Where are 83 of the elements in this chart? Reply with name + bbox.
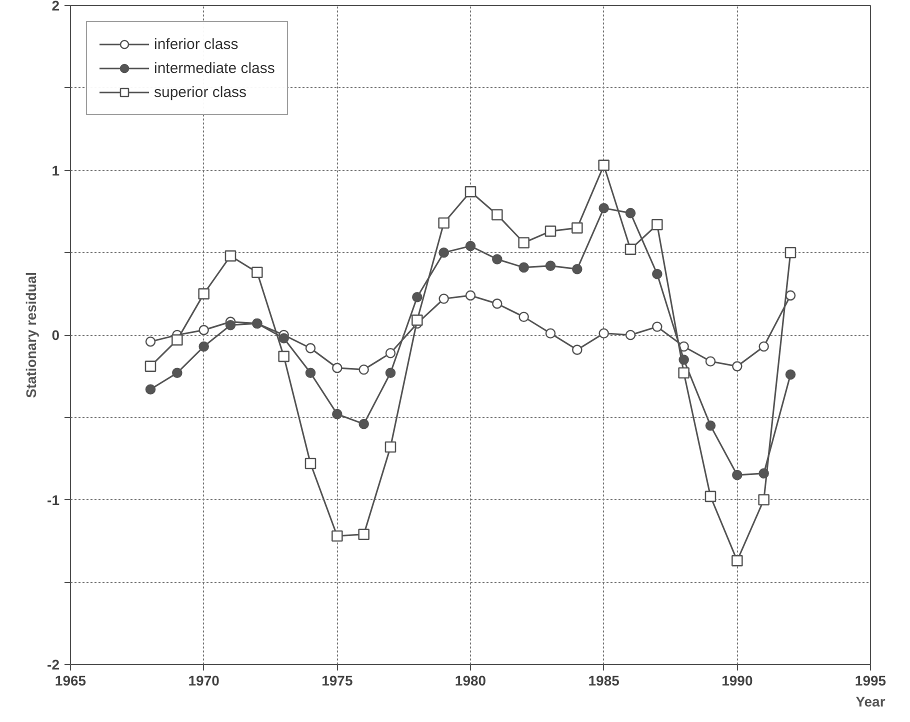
point <box>732 470 742 480</box>
point <box>332 530 343 542</box>
point <box>544 226 556 237</box>
point <box>198 341 209 352</box>
x-tick-label: 1975 <box>322 672 353 688</box>
y-tick-label: 2 <box>52 0 60 14</box>
point <box>625 208 636 218</box>
point <box>492 298 502 309</box>
y-tick-label: 0 <box>52 327 60 343</box>
point <box>652 322 662 332</box>
point <box>438 217 450 229</box>
point <box>732 555 743 566</box>
point <box>598 160 610 171</box>
point <box>545 260 556 271</box>
point <box>438 247 449 258</box>
legend-label: superior class <box>154 84 247 100</box>
point <box>252 266 263 278</box>
x-tick-label: 1995 <box>854 672 886 688</box>
point <box>198 288 210 300</box>
point <box>332 408 342 420</box>
point <box>384 441 396 453</box>
point <box>385 368 396 378</box>
point <box>652 218 663 230</box>
point <box>784 246 796 258</box>
point <box>705 356 716 366</box>
x-tick-label: 1980 <box>454 672 486 688</box>
point <box>412 314 423 326</box>
point <box>785 290 796 301</box>
legend-label: intermediate class <box>154 60 275 76</box>
point <box>518 262 529 273</box>
x-tick-label: 1985 <box>588 672 620 688</box>
point <box>304 458 316 470</box>
point <box>172 334 183 346</box>
point <box>332 362 342 374</box>
point <box>172 368 182 378</box>
point <box>758 341 769 352</box>
point <box>144 360 156 372</box>
y-tick-label: -1 <box>47 492 60 508</box>
point <box>198 324 209 336</box>
legend-label: inferior class <box>154 36 238 52</box>
y-tick-label: 1 <box>52 162 60 178</box>
point <box>572 264 582 274</box>
point <box>492 254 502 264</box>
x-tick-label: 1965 <box>54 672 86 688</box>
point <box>598 328 609 338</box>
y-axis-title: Stationary residual <box>23 272 40 398</box>
point <box>572 344 582 355</box>
point <box>785 369 796 380</box>
point <box>465 290 476 301</box>
point <box>358 364 369 375</box>
point <box>545 328 556 338</box>
point <box>652 268 662 280</box>
point <box>145 384 156 395</box>
point <box>385 348 396 358</box>
x-tick-label: 1970 <box>188 672 220 688</box>
y-tick-label: -2 <box>47 656 60 672</box>
point <box>305 368 316 378</box>
point <box>224 250 236 262</box>
point <box>412 292 422 302</box>
point <box>625 330 636 340</box>
point <box>145 336 156 347</box>
point <box>598 203 609 214</box>
point <box>704 490 716 502</box>
point <box>358 528 370 540</box>
point <box>225 320 236 330</box>
x-tick-label: 1990 <box>722 672 753 688</box>
point <box>465 240 476 252</box>
point <box>438 294 449 304</box>
point <box>678 367 690 379</box>
point <box>758 494 770 506</box>
point <box>518 312 529 322</box>
point <box>358 418 369 430</box>
x-axis-title: Year <box>856 694 886 710</box>
point <box>518 237 530 248</box>
point <box>278 350 290 362</box>
point <box>624 244 636 255</box>
point <box>572 222 583 234</box>
point <box>705 420 716 431</box>
point <box>464 186 476 198</box>
point <box>732 361 742 372</box>
point <box>492 209 503 220</box>
point <box>278 333 289 344</box>
point <box>305 343 316 354</box>
